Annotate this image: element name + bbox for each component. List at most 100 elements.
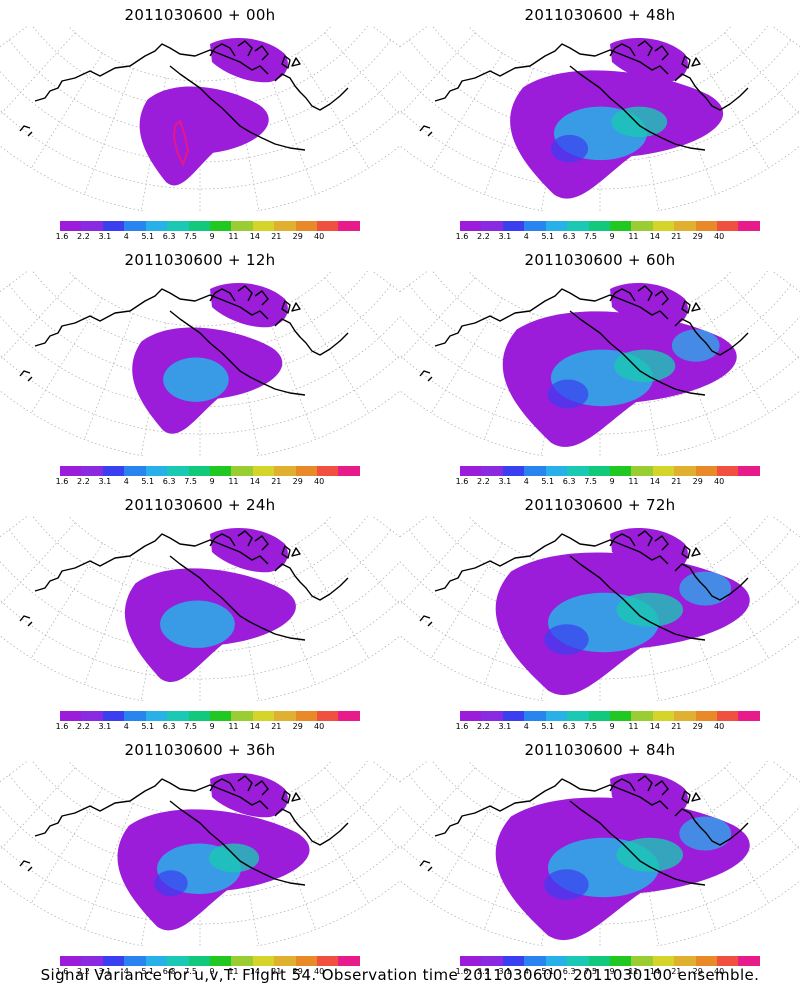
colorbar-labels: 1.6 2.2 3.1 4 5.1 6.3 7.5 9 11 14 21 29 40 bbox=[456, 231, 760, 243]
colorbar-swatch bbox=[609, 466, 632, 476]
colorbar-tick-label: 7.5 bbox=[584, 967, 597, 976]
colorbar-tick-label: 3.1 bbox=[498, 967, 512, 976]
colorbar-tick-label: 3.1 bbox=[498, 232, 512, 241]
colorbar-swatch bbox=[717, 221, 739, 231]
variance-field bbox=[139, 38, 288, 186]
colorbar-tick-label: 5.1 bbox=[541, 722, 555, 731]
colorbar-swatch bbox=[652, 466, 675, 476]
colorbar-swatch bbox=[124, 221, 146, 231]
colorbar-tick-label: 6.3 bbox=[562, 477, 576, 486]
colorbar-swatch bbox=[338, 956, 360, 966]
colorbar-swatch bbox=[674, 221, 696, 231]
colorbar-swatch bbox=[167, 956, 189, 966]
colorbar-swatch bbox=[102, 466, 125, 476]
panel-title: 2011030600 + 72h bbox=[524, 496, 676, 514]
colorbar-tick-label: 11 bbox=[628, 477, 639, 486]
colorbar-swatch bbox=[81, 466, 103, 476]
colorbar-swatch bbox=[460, 466, 482, 476]
colorbar-swatch bbox=[338, 221, 360, 231]
colorbar-swatch bbox=[295, 956, 318, 966]
colorbar-swatch bbox=[631, 221, 653, 231]
colorbar-swatches bbox=[60, 711, 360, 721]
colorbar-swatch bbox=[738, 956, 760, 966]
colorbar-tick-label: 4 bbox=[523, 477, 529, 486]
colorbar-tick-label: 6.3 bbox=[562, 967, 576, 976]
colorbar-tick-label: 1.6 bbox=[55, 477, 69, 486]
colorbar-tick-label: 21 bbox=[671, 967, 682, 976]
colorbar-swatch bbox=[738, 711, 760, 721]
colorbar-tick-label: 2.2 bbox=[77, 232, 90, 241]
colorbar-tick-label: 1.6 bbox=[55, 967, 69, 976]
colorbar-swatch bbox=[674, 711, 696, 721]
colorbar-swatch bbox=[102, 711, 125, 721]
colorbar-tick-label: 5.1 bbox=[141, 477, 155, 486]
colorbar-swatch bbox=[188, 711, 210, 721]
colorbar-swatch bbox=[295, 711, 318, 721]
colorbar-swatch bbox=[102, 221, 125, 231]
colorbar-tick-label: 3.1 bbox=[498, 477, 512, 486]
colorbar-tick-label: 9 bbox=[609, 477, 615, 486]
colorbar-tick-label: 11 bbox=[628, 967, 639, 976]
colorbar-swatch bbox=[588, 466, 610, 476]
coastlines bbox=[419, 530, 749, 641]
map-border bbox=[0, 516, 400, 701]
colorbar-tick-label: 2.2 bbox=[77, 722, 90, 731]
colorbar-swatch bbox=[717, 956, 739, 966]
colorbar: 1.6 2.2 3.1 4 5.1 6.3 7.5 9 11 14 21 29 40 bbox=[56, 221, 360, 241]
colorbar-tick-label: 1.6 bbox=[55, 722, 69, 731]
colorbar-swatch bbox=[524, 221, 546, 231]
variance-field bbox=[132, 283, 288, 434]
colorbar-tick-label: 29 bbox=[292, 722, 303, 731]
colorbar-tick-label: 2.2 bbox=[477, 967, 490, 976]
variance-map bbox=[0, 516, 400, 701]
high-variance-contour bbox=[172, 119, 190, 167]
colorbar-swatch bbox=[738, 466, 760, 476]
colorbar-swatch bbox=[145, 221, 168, 231]
colorbar-tick-label: 11 bbox=[228, 967, 239, 976]
colorbar-swatch bbox=[717, 466, 739, 476]
colorbar-swatch bbox=[588, 221, 610, 231]
colorbar-tick-label: 4 bbox=[523, 232, 529, 241]
colorbar-tick-label: 9 bbox=[609, 722, 615, 731]
colorbar-tick-label: 11 bbox=[228, 722, 239, 731]
colorbar-swatch bbox=[545, 956, 568, 966]
colorbar-tick-label: 4 bbox=[123, 477, 129, 486]
colorbar-swatch bbox=[145, 956, 168, 966]
colorbar-swatch bbox=[252, 711, 275, 721]
colorbar-tick-label: 6.3 bbox=[562, 722, 576, 731]
variance-map bbox=[400, 271, 800, 456]
colorbar-tick-label: 4 bbox=[123, 967, 129, 976]
colorbar-labels: 1.6 2.2 3.1 4 5.1 6.3 7.5 9 11 14 21 29 40 bbox=[56, 721, 360, 733]
colorbar-tick-label: 14 bbox=[649, 722, 660, 731]
colorbar-tick-label: 4 bbox=[123, 722, 129, 731]
colorbar-swatch bbox=[609, 956, 632, 966]
forecast-panel: 2011030600 + 60h 1.6 2.2 3.1 4 5.1 6.3 7.5 9 11 14… bbox=[400, 245, 800, 490]
variance-map bbox=[0, 271, 400, 456]
forecast-panel: 2011030600 + 72h 1.6 2.2 3.1 4 5.1 6.3 7.5 9 11 14… bbox=[400, 490, 800, 735]
colorbar-tick-label: 4 bbox=[523, 967, 529, 976]
coastlines bbox=[419, 285, 749, 396]
colorbar-tick-label: 21 bbox=[671, 477, 682, 486]
forecast-panel: 2011030600 + 24h 1.6 2.2 3.1 4 5.1 6.3 7.5 9 11 14… bbox=[0, 490, 400, 735]
colorbar-swatch bbox=[274, 221, 296, 231]
colorbar-tick-label: 2.2 bbox=[477, 477, 490, 486]
colorbar-tick-label: 9 bbox=[609, 967, 615, 976]
variance-field bbox=[495, 528, 750, 696]
colorbar-labels: 1.6 2.2 3.1 4 5.1 6.3 7.5 9 11 14 21 29 40 bbox=[456, 966, 760, 978]
forecast-panel: 2011030600 + 12h 1.6 2.2 3.1 4 5.1 6.3 7.5 9 11 14… bbox=[0, 245, 400, 490]
colorbar: 1.6 2.2 3.1 4 5.1 6.3 7.5 9 11 14 21 29 40 bbox=[456, 711, 760, 731]
colorbar-tick-label: 5.1 bbox=[541, 477, 555, 486]
colorbar-swatch bbox=[502, 466, 525, 476]
colorbar-swatch bbox=[460, 221, 482, 231]
colorbar-swatches bbox=[60, 956, 360, 966]
colorbar-swatch bbox=[524, 711, 546, 721]
colorbar-swatch bbox=[338, 466, 360, 476]
colorbar-swatch bbox=[674, 956, 696, 966]
colorbar-swatch bbox=[695, 711, 718, 721]
colorbar-tick-label: 9 bbox=[209, 232, 215, 241]
colorbar-tick-label: 21 bbox=[271, 477, 282, 486]
colorbar-swatch bbox=[167, 466, 189, 476]
colorbar-tick-label: 3.1 bbox=[98, 722, 112, 731]
colorbar-swatch bbox=[81, 221, 103, 231]
colorbar-swatch bbox=[274, 956, 296, 966]
